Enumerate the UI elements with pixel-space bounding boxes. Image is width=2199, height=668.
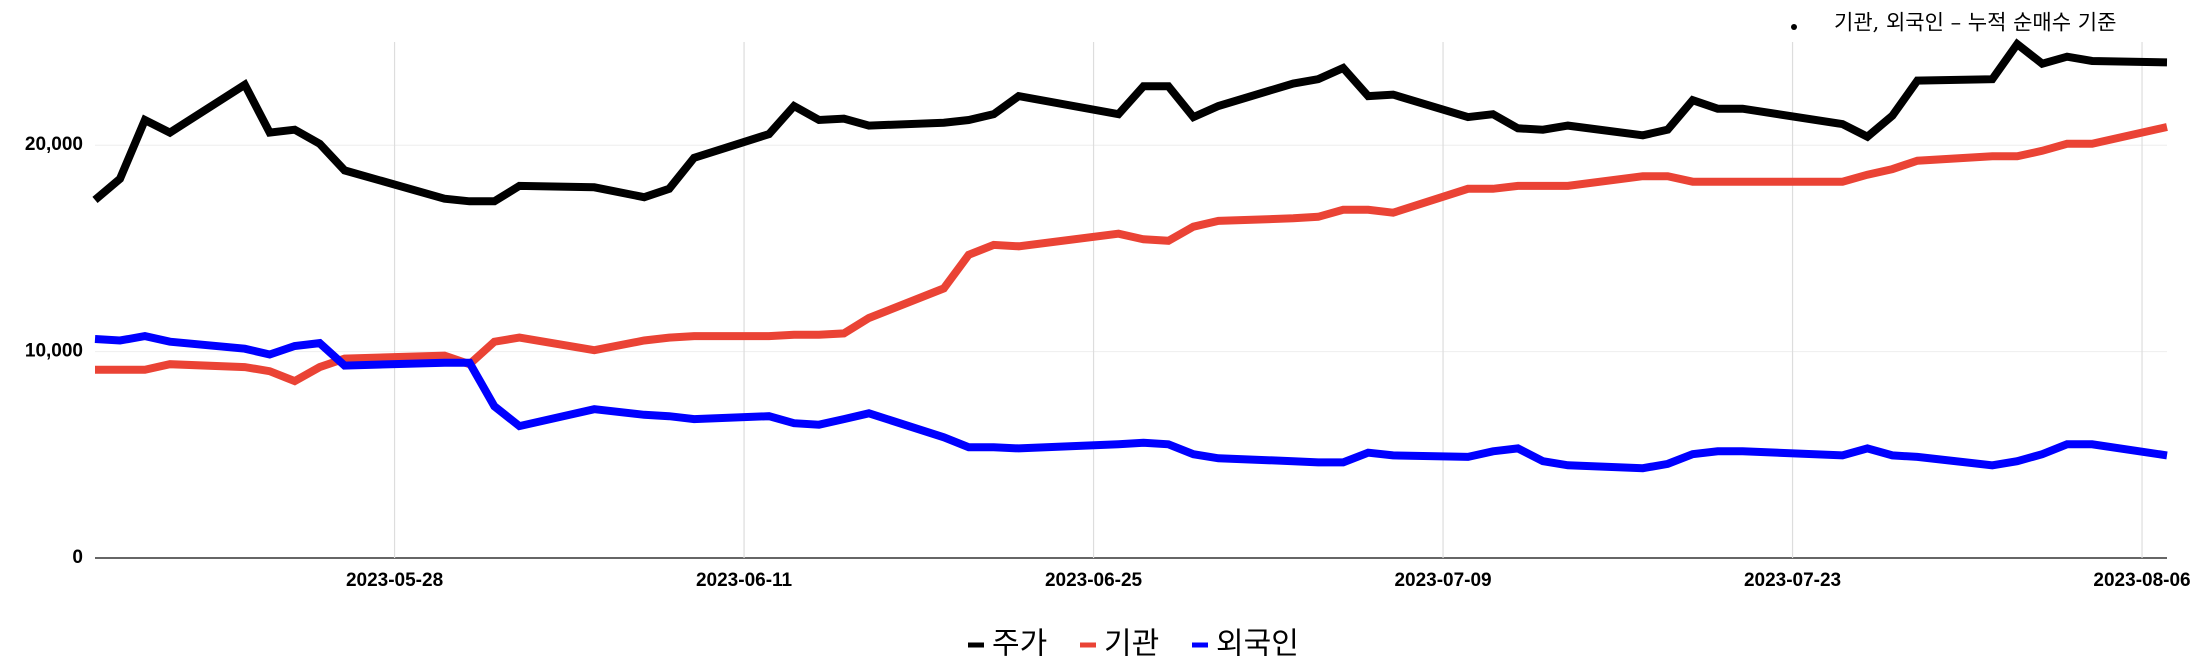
legend-label: 주가 <box>992 627 1047 662</box>
line-series <box>95 123 2168 386</box>
line-series <box>92 38 2168 206</box>
legend-label: 기관 <box>1104 627 1159 662</box>
legend-label: 외국인 <box>1216 627 1299 662</box>
note-bullet <box>1791 24 1797 30</box>
x-tick-label: 2023-06-25 <box>1045 570 1143 591</box>
y-tick-label: 20,000 <box>25 134 83 155</box>
y-tick-label: 10,000 <box>25 341 83 362</box>
annotation: 기관, 외국인 – 누적 순매수 기준 <box>1834 11 2116 35</box>
x-tick-label: 2023-05-28 <box>346 570 443 591</box>
y-tick-label: 0 <box>72 547 83 568</box>
x-tick-label: 2023-07-09 <box>1394 570 1491 591</box>
x-tick-label: 2023-07-23 <box>1744 570 1841 591</box>
x-tick-label: 2023-06-11 <box>696 570 793 591</box>
x-tick-label: 2023-08-06 <box>2093 570 2190 591</box>
line-series <box>94 332 2168 473</box>
